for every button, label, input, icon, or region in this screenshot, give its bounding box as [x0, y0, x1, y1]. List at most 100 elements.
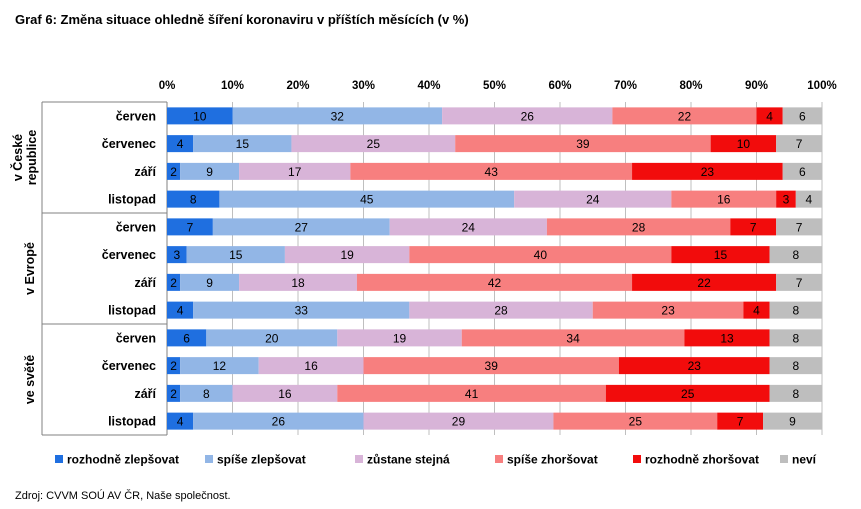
- group-label: v Evropě: [23, 242, 37, 295]
- bar-segment: [167, 384, 181, 402]
- x-tick-label: 100%: [807, 80, 836, 92]
- data-label: 4: [753, 304, 760, 318]
- bar-segment: [180, 162, 240, 180]
- bar-segment: [356, 273, 633, 291]
- data-label: 7: [796, 220, 803, 234]
- x-tick-label: 80%: [679, 80, 702, 92]
- x-tick-label: 40%: [417, 80, 440, 92]
- data-label: 8: [792, 359, 799, 373]
- x-tick-label: 0%: [159, 80, 176, 92]
- bar-segment: [350, 162, 633, 180]
- data-label: 4: [766, 109, 773, 123]
- bar-segment: [409, 301, 593, 319]
- x-tick-label: 70%: [614, 80, 637, 92]
- bar-segment: [612, 107, 757, 125]
- legend-item-label: spíše zhoršovat: [507, 453, 598, 467]
- data-label: 2: [170, 165, 177, 179]
- bar-segment: [167, 135, 194, 153]
- category-label: září: [134, 276, 156, 290]
- bar-segment: [717, 412, 764, 430]
- category-label: září: [134, 387, 156, 401]
- bar-segment: [239, 162, 351, 180]
- data-label: 2: [170, 359, 177, 373]
- data-labels: 10 32 26 22 4 64 15 25 39 10 72 9 17 43 23 68 45 24 16 3 47 2…: [170, 109, 812, 428]
- data-label: 6: [799, 165, 806, 179]
- legend-swatch: [205, 455, 213, 463]
- data-label: 28: [632, 220, 646, 234]
- bar-segment: [389, 218, 547, 236]
- bar-segment: [743, 301, 770, 319]
- legend-item-label: rozhodně zlepšovat: [67, 453, 179, 467]
- data-label: 16: [278, 387, 292, 401]
- data-label: 23: [688, 359, 702, 373]
- bar-segment: [730, 218, 777, 236]
- legend-item-label: neví: [792, 453, 817, 467]
- data-label: 18: [291, 276, 305, 290]
- category-label: září: [134, 165, 156, 179]
- bar-segment: [186, 246, 285, 264]
- data-label: 26: [272, 415, 286, 429]
- bar-segment: [671, 246, 770, 264]
- data-label: 6: [183, 331, 190, 345]
- data-label: 23: [701, 165, 715, 179]
- bar-segment: [769, 329, 822, 347]
- data-label: 8: [792, 248, 799, 262]
- x-tick-label: 90%: [745, 80, 768, 92]
- data-label: 8: [203, 387, 210, 401]
- x-tick-label: 20%: [286, 80, 309, 92]
- data-label: 6: [799, 109, 806, 123]
- bar-segment: [212, 218, 390, 236]
- data-label: 26: [521, 109, 535, 123]
- data-label: 24: [462, 220, 476, 234]
- group-label-line: v Evropě: [23, 242, 37, 295]
- bar-segment: [167, 357, 181, 375]
- category-labels: červen červenec září listopad červen červenec…: [102, 109, 157, 428]
- data-label: 39: [576, 137, 590, 151]
- data-label: 25: [681, 387, 695, 401]
- data-label: 17: [288, 165, 302, 179]
- bar-segment: [776, 135, 822, 153]
- data-label: 7: [796, 276, 803, 290]
- bar-segment: [782, 162, 822, 180]
- bar-segment: [219, 190, 515, 208]
- data-label: 4: [177, 304, 184, 318]
- bar-segment: [193, 412, 364, 430]
- data-label: 29: [452, 415, 466, 429]
- bar-segment: [769, 357, 822, 375]
- data-label: 7: [796, 137, 803, 151]
- data-label: 15: [229, 248, 243, 262]
- data-label: 19: [393, 331, 407, 345]
- data-label: 8: [792, 387, 799, 401]
- legend-swatch: [55, 455, 63, 463]
- data-label: 2: [170, 387, 177, 401]
- data-label: 16: [304, 359, 318, 373]
- data-label: 9: [789, 415, 796, 429]
- category-label: červenec: [102, 359, 156, 373]
- legend: rozhodně zlepšovat spíše zlepšovat zůstane…: [55, 453, 817, 467]
- bar-segment: [258, 357, 364, 375]
- data-label: 7: [737, 415, 744, 429]
- data-label: 43: [485, 165, 499, 179]
- group-labels: v Českérepublice v Evropě ve světě: [10, 130, 39, 405]
- bar-segment: [671, 190, 777, 208]
- bar-segment: [455, 135, 711, 153]
- group-label: ve světě: [23, 355, 37, 404]
- legend-swatch: [780, 455, 788, 463]
- bar-segment: [167, 246, 187, 264]
- bar-segment: [337, 329, 462, 347]
- bar-segment: [180, 384, 233, 402]
- x-tick-label: 30%: [352, 80, 375, 92]
- data-label: 22: [678, 109, 692, 123]
- bar-segment: [632, 273, 777, 291]
- data-label: 15: [236, 137, 250, 151]
- bar-segment: [632, 162, 783, 180]
- data-label: 13: [720, 331, 734, 345]
- bar-segment: [442, 107, 613, 125]
- bar-segment: [409, 246, 672, 264]
- bar-segment: [618, 357, 770, 375]
- bar-segment: [167, 218, 213, 236]
- source-note: Zdroj: CVVM SOÚ AV ČR, Naše společnost.: [15, 490, 231, 502]
- legend-item-label: spíše zlepšovat: [217, 453, 306, 467]
- bar-segment: [167, 301, 194, 319]
- chart-title: Graf 6: Změna situace ohledně šíření kor…: [15, 12, 469, 27]
